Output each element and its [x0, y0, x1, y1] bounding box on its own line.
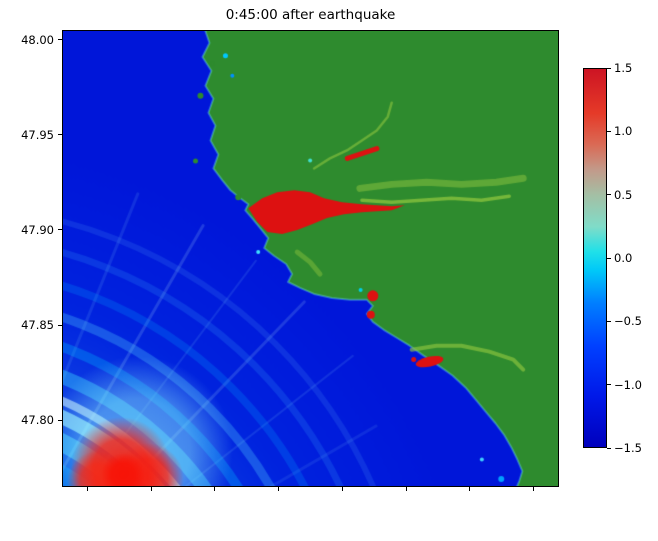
- colorbar-tick-mark: [607, 194, 611, 196]
- x-tick-mark: [469, 487, 471, 491]
- y-tick-label: 47.95: [21, 127, 54, 142]
- colorbar-tick-mark: [607, 447, 611, 449]
- x-tick-mark: [150, 487, 152, 491]
- y-tick-label: 47.80: [21, 413, 54, 428]
- x-tick-mark: [341, 487, 343, 491]
- y-tick-mark: [58, 229, 62, 231]
- colorbar-tick-mark: [607, 67, 611, 69]
- colorbar-tick-label: −1.5: [614, 441, 642, 455]
- colorbar-tick-label: −0.5: [614, 314, 642, 329]
- colorbar-tick-mark: [607, 384, 611, 386]
- x-tick-mark: [405, 487, 407, 491]
- colorbar-tick-mark: [607, 257, 611, 259]
- x-tick-mark: [533, 487, 534, 491]
- y-tick-mark: [58, 324, 62, 326]
- y-tick-label: 47.90: [21, 222, 54, 237]
- colorbar-tick-label: 1.0: [614, 124, 633, 139]
- y-tick-mark: [58, 134, 62, 136]
- colorbar-tick-label: 1.5: [614, 61, 633, 75]
- y-tick-mark: [58, 419, 62, 421]
- colorbar-tick-label: 0.0: [614, 251, 633, 265]
- map-canvas: [63, 31, 558, 486]
- x-tick-mark: [86, 487, 88, 491]
- x-tick-mark: [278, 487, 280, 491]
- colorbar-gradient: [584, 69, 606, 447]
- y-tick-mark: [58, 39, 62, 41]
- colorbar-tick-mark: [607, 320, 611, 322]
- plot-area: [62, 30, 559, 487]
- y-tick-label: 48.00: [21, 32, 54, 47]
- colorbar: [583, 68, 607, 448]
- y-tick-label: 47.85: [21, 318, 54, 333]
- colorbar-tick-label: −1.0: [614, 377, 642, 392]
- chart-title: 0:45:00 after earthquake: [225, 7, 396, 23]
- colorbar-tick-mark: [607, 130, 611, 132]
- colorbar-tick-label: 0.5: [614, 187, 633, 202]
- x-tick-mark: [214, 487, 216, 491]
